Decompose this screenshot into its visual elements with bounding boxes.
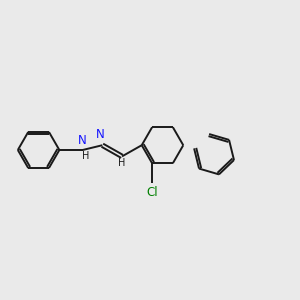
Text: H: H: [82, 151, 89, 161]
Text: N: N: [78, 134, 87, 147]
Text: N: N: [96, 128, 105, 141]
Text: H: H: [118, 158, 126, 168]
Text: Cl: Cl: [146, 186, 158, 199]
